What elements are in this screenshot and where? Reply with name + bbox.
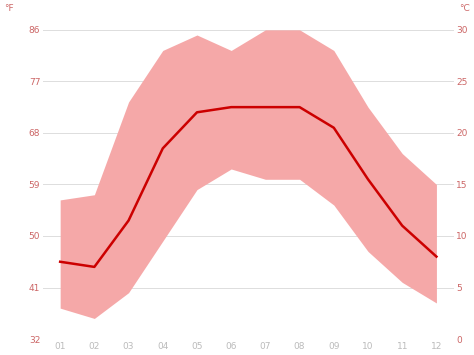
- Text: °F: °F: [4, 4, 14, 13]
- Text: °C: °C: [459, 4, 470, 13]
